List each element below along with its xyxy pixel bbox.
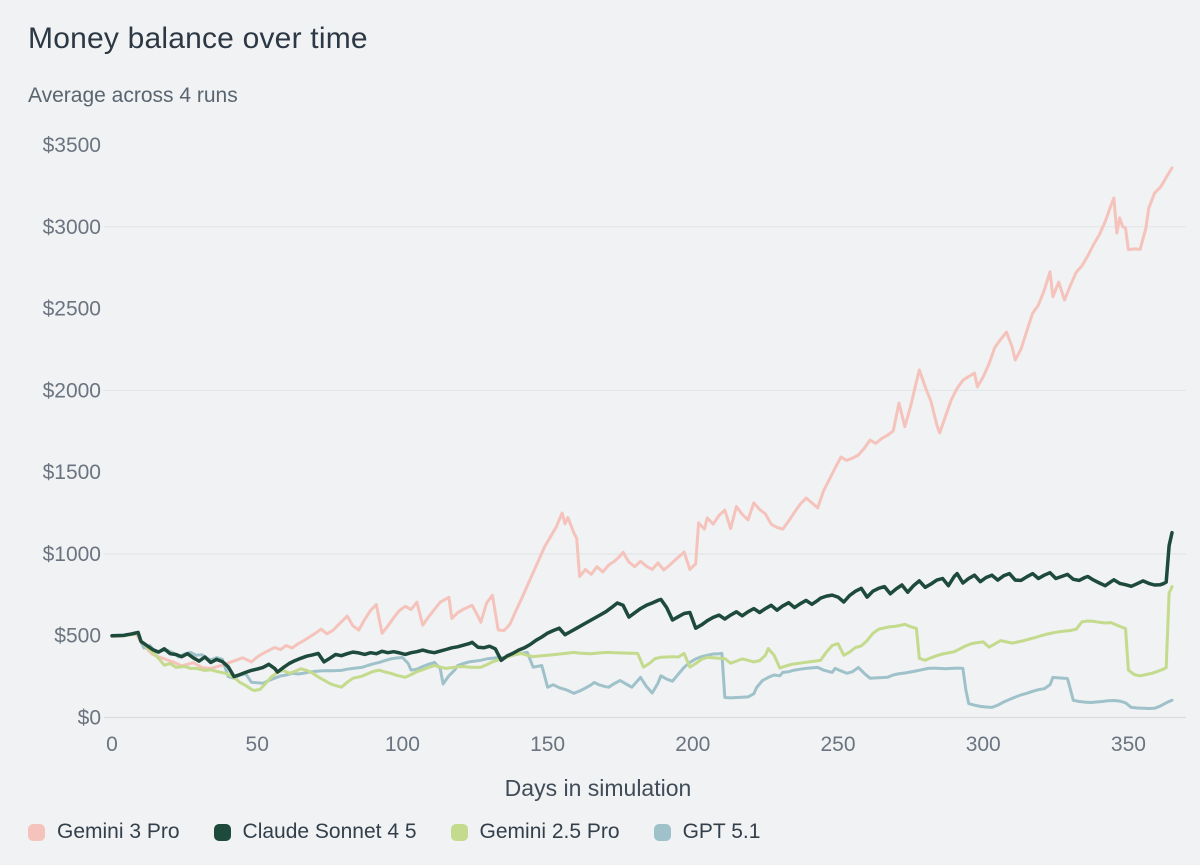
page-title: Money balance over time [28, 22, 368, 55]
x-tick-100: 100 [385, 733, 420, 756]
series-line-claude-sonnet-4-5 [110, 530, 1174, 679]
y-tick-500: $500 [54, 625, 101, 648]
series-line-gpt-5-1 [110, 632, 1174, 710]
y-tick-2000: $2000 [43, 379, 101, 402]
legend-item-gpt-5-1: GPT 5.1 [653, 820, 761, 844]
legend-item-claude-sonnet-4-5: Claude Sonnet 4 5 [213, 820, 417, 844]
legend-label-gemini-2-5-pro: Gemini 2.5 Pro [479, 820, 620, 843]
chart-legend: Gemini 3 Pro Claude Sonnet 4 5 Gemini 2.… [28, 820, 760, 844]
x-tick-50: 50 [246, 733, 269, 756]
y-tick-3000: $3000 [43, 216, 101, 239]
x-tick-0: 0 [106, 733, 118, 756]
y-tick-2500: $2500 [43, 298, 101, 321]
x-tick-150: 150 [530, 733, 565, 756]
page-subtitle: Average across 4 runs [28, 84, 238, 107]
legend-swatch-gpt-5-1 [653, 823, 671, 841]
series-line-gemini-2-5-pro [110, 585, 1174, 692]
x-tick-250: 250 [821, 733, 856, 756]
legend-label-gemini-3-pro: Gemini 3 Pro [57, 820, 180, 843]
x-tick-200: 200 [675, 733, 710, 756]
y-tick-1000: $1000 [43, 543, 101, 566]
legend-swatch-gemini-3-pro [28, 823, 45, 841]
x-tick-300: 300 [966, 733, 1001, 756]
legend-label-gpt-5-1: GPT 5.1 [682, 820, 761, 843]
x-axis-label: Days in simulation [505, 775, 692, 801]
legend-swatch-claude-sonnet-4-5 [213, 823, 231, 841]
legend-item-gemini-3-pro: Gemini 3 Pro [28, 820, 180, 844]
y-tick-1500: $1500 [43, 461, 101, 484]
legend-swatch-gemini-2-5-pro [450, 823, 468, 841]
y-tick-3500: $3500 [43, 134, 101, 157]
series-line-gemini-3-pro [110, 166, 1174, 670]
legend-item-gemini-2-5-pro: Gemini 2.5 Pro [450, 820, 620, 844]
x-tick-350: 350 [1111, 733, 1146, 756]
legend-label-claude-sonnet-4-5: Claude Sonnet 4 5 [242, 820, 417, 843]
y-tick-0: $0 [78, 707, 101, 730]
